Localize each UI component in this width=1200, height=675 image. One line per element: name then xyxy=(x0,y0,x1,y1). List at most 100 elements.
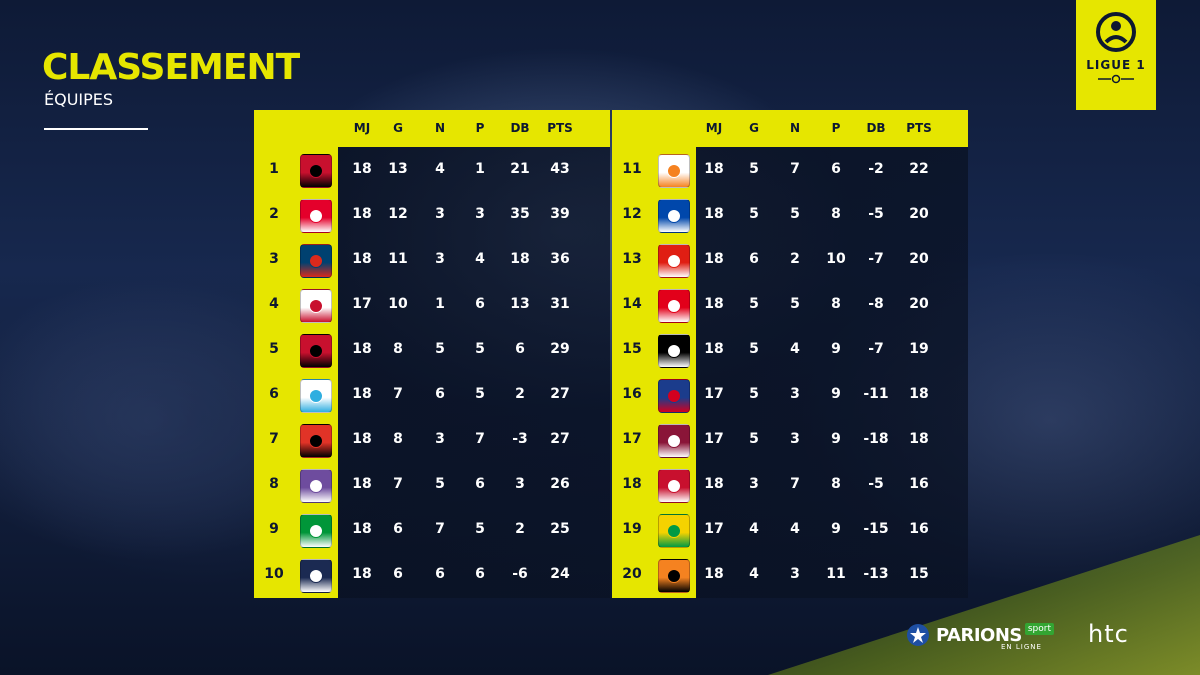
stat-pts: 16 xyxy=(909,521,929,537)
table-row: 7 18 8 3 7 -3 27 xyxy=(254,417,610,462)
stat-db: 21 xyxy=(510,161,530,177)
table-header: MJ G N P DB PTS xyxy=(254,110,610,147)
crest-emblem-icon xyxy=(667,164,681,178)
crest-emblem-icon xyxy=(667,254,681,268)
stat-db: -3 xyxy=(512,431,528,447)
stat-n: 3 xyxy=(790,386,800,402)
stat-mj: 18 xyxy=(352,386,372,402)
stat-p: 9 xyxy=(831,521,841,537)
col-header-n: N xyxy=(789,121,801,135)
stat-g: 6 xyxy=(749,251,759,267)
title-divider xyxy=(44,128,148,130)
stat-g: 7 xyxy=(393,476,403,492)
stat-p: 4 xyxy=(475,251,485,267)
stat-pts: 27 xyxy=(550,431,570,447)
col-header-db: DB xyxy=(866,121,886,135)
stat-mj: 18 xyxy=(352,161,372,177)
table-row: 1 18 13 4 1 21 43 xyxy=(254,147,610,192)
table-body xyxy=(696,147,968,598)
table-row: 9 18 6 7 5 2 25 xyxy=(254,507,610,552)
stat-g: 5 xyxy=(749,206,759,222)
stat-db: 2 xyxy=(515,386,525,402)
ligue1-icon xyxy=(1096,12,1136,52)
table-row: 8 18 7 5 6 3 26 xyxy=(254,462,610,507)
rank-cell: 1 xyxy=(269,161,279,177)
table-row: 18 18 3 7 8 -5 16 xyxy=(612,462,968,507)
stat-mj: 18 xyxy=(704,296,724,312)
table-row: 4 17 10 1 6 13 31 xyxy=(254,282,610,327)
stat-n: 1 xyxy=(435,296,445,312)
stat-p: 8 xyxy=(831,476,841,492)
stat-pts: 18 xyxy=(909,386,929,402)
stat-db: 18 xyxy=(510,251,530,267)
stat-n: 6 xyxy=(435,386,445,402)
eag-guingamp-crest-icon xyxy=(300,334,332,368)
stat-g: 5 xyxy=(749,296,759,312)
stat-p: 6 xyxy=(831,161,841,177)
stat-p: 9 xyxy=(831,431,841,447)
table-row: 5 18 8 5 5 6 29 xyxy=(254,327,610,372)
montpellier-crest-icon xyxy=(658,154,690,188)
stat-pts: 20 xyxy=(909,251,929,267)
rank-cell: 18 xyxy=(622,476,642,492)
stat-g: 7 xyxy=(393,386,403,402)
stat-mj: 18 xyxy=(352,341,372,357)
crest-emblem-icon xyxy=(309,209,323,223)
table-header: MJ G N P DB PTS xyxy=(612,110,968,147)
stat-mj: 17 xyxy=(352,296,372,312)
table-row: 11 18 5 7 6 -2 22 xyxy=(612,147,968,192)
table-row: 3 18 11 3 4 18 36 xyxy=(254,237,610,282)
table-row: 17 17 5 3 9 -18 18 xyxy=(612,417,968,462)
stat-mj: 18 xyxy=(352,476,372,492)
stat-db: -18 xyxy=(863,431,889,447)
stat-db: -11 xyxy=(863,386,889,402)
crest-emblem-icon xyxy=(309,299,323,313)
stat-mj: 18 xyxy=(352,251,372,267)
stat-mj: 18 xyxy=(704,476,724,492)
stat-db: -2 xyxy=(868,161,884,177)
stat-pts: 15 xyxy=(909,566,929,582)
table-body xyxy=(338,147,610,598)
crest-emblem-icon xyxy=(309,479,323,493)
stat-p: 8 xyxy=(831,296,841,312)
stat-n: 5 xyxy=(790,206,800,222)
stat-mj: 17 xyxy=(704,521,724,537)
stat-mj: 17 xyxy=(704,431,724,447)
rank-cell: 10 xyxy=(264,566,284,582)
stat-db: -7 xyxy=(868,251,884,267)
stat-p: 6 xyxy=(475,296,485,312)
stat-db: -8 xyxy=(868,296,884,312)
parions-label: PARIONS xyxy=(936,624,1022,646)
table-row: 16 17 5 3 9 -11 18 xyxy=(612,372,968,417)
girondins-bordeaux-crest-icon xyxy=(300,559,332,593)
crest-emblem-icon xyxy=(667,434,681,448)
stat-n: 2 xyxy=(790,251,800,267)
rank-cell: 12 xyxy=(622,206,642,222)
stat-n: 5 xyxy=(790,296,800,312)
stat-g: 4 xyxy=(749,566,759,582)
crest-emblem-icon xyxy=(667,299,681,313)
as-monaco-crest-icon xyxy=(300,199,332,233)
stat-n: 4 xyxy=(435,161,445,177)
crest-emblem-icon xyxy=(309,389,323,403)
stat-n: 3 xyxy=(790,566,800,582)
stat-p: 6 xyxy=(475,476,485,492)
crest-emblem-icon xyxy=(667,389,681,403)
crest-emblem-icon xyxy=(309,254,323,268)
crest-emblem-icon xyxy=(667,569,681,583)
crest-emblem-icon xyxy=(667,524,681,538)
rank-cell: 14 xyxy=(622,296,642,312)
ligue1-logo: LIGUE 1 xyxy=(1076,0,1156,110)
stat-p: 5 xyxy=(475,386,485,402)
stat-n: 3 xyxy=(435,431,445,447)
stat-pts: 31 xyxy=(550,296,570,312)
as-nancy-crest-icon xyxy=(658,289,690,323)
parions-sublabel: EN LIGNE xyxy=(1001,643,1042,651)
crest-emblem-icon xyxy=(667,344,681,358)
stat-db: -5 xyxy=(868,206,884,222)
page-title: CLASSEMENT xyxy=(42,47,300,88)
table-row: 20 18 4 3 11 -13 15 xyxy=(612,552,968,597)
stat-mj: 18 xyxy=(352,566,372,582)
crest-emblem-icon xyxy=(309,569,323,583)
stat-pts: 16 xyxy=(909,476,929,492)
